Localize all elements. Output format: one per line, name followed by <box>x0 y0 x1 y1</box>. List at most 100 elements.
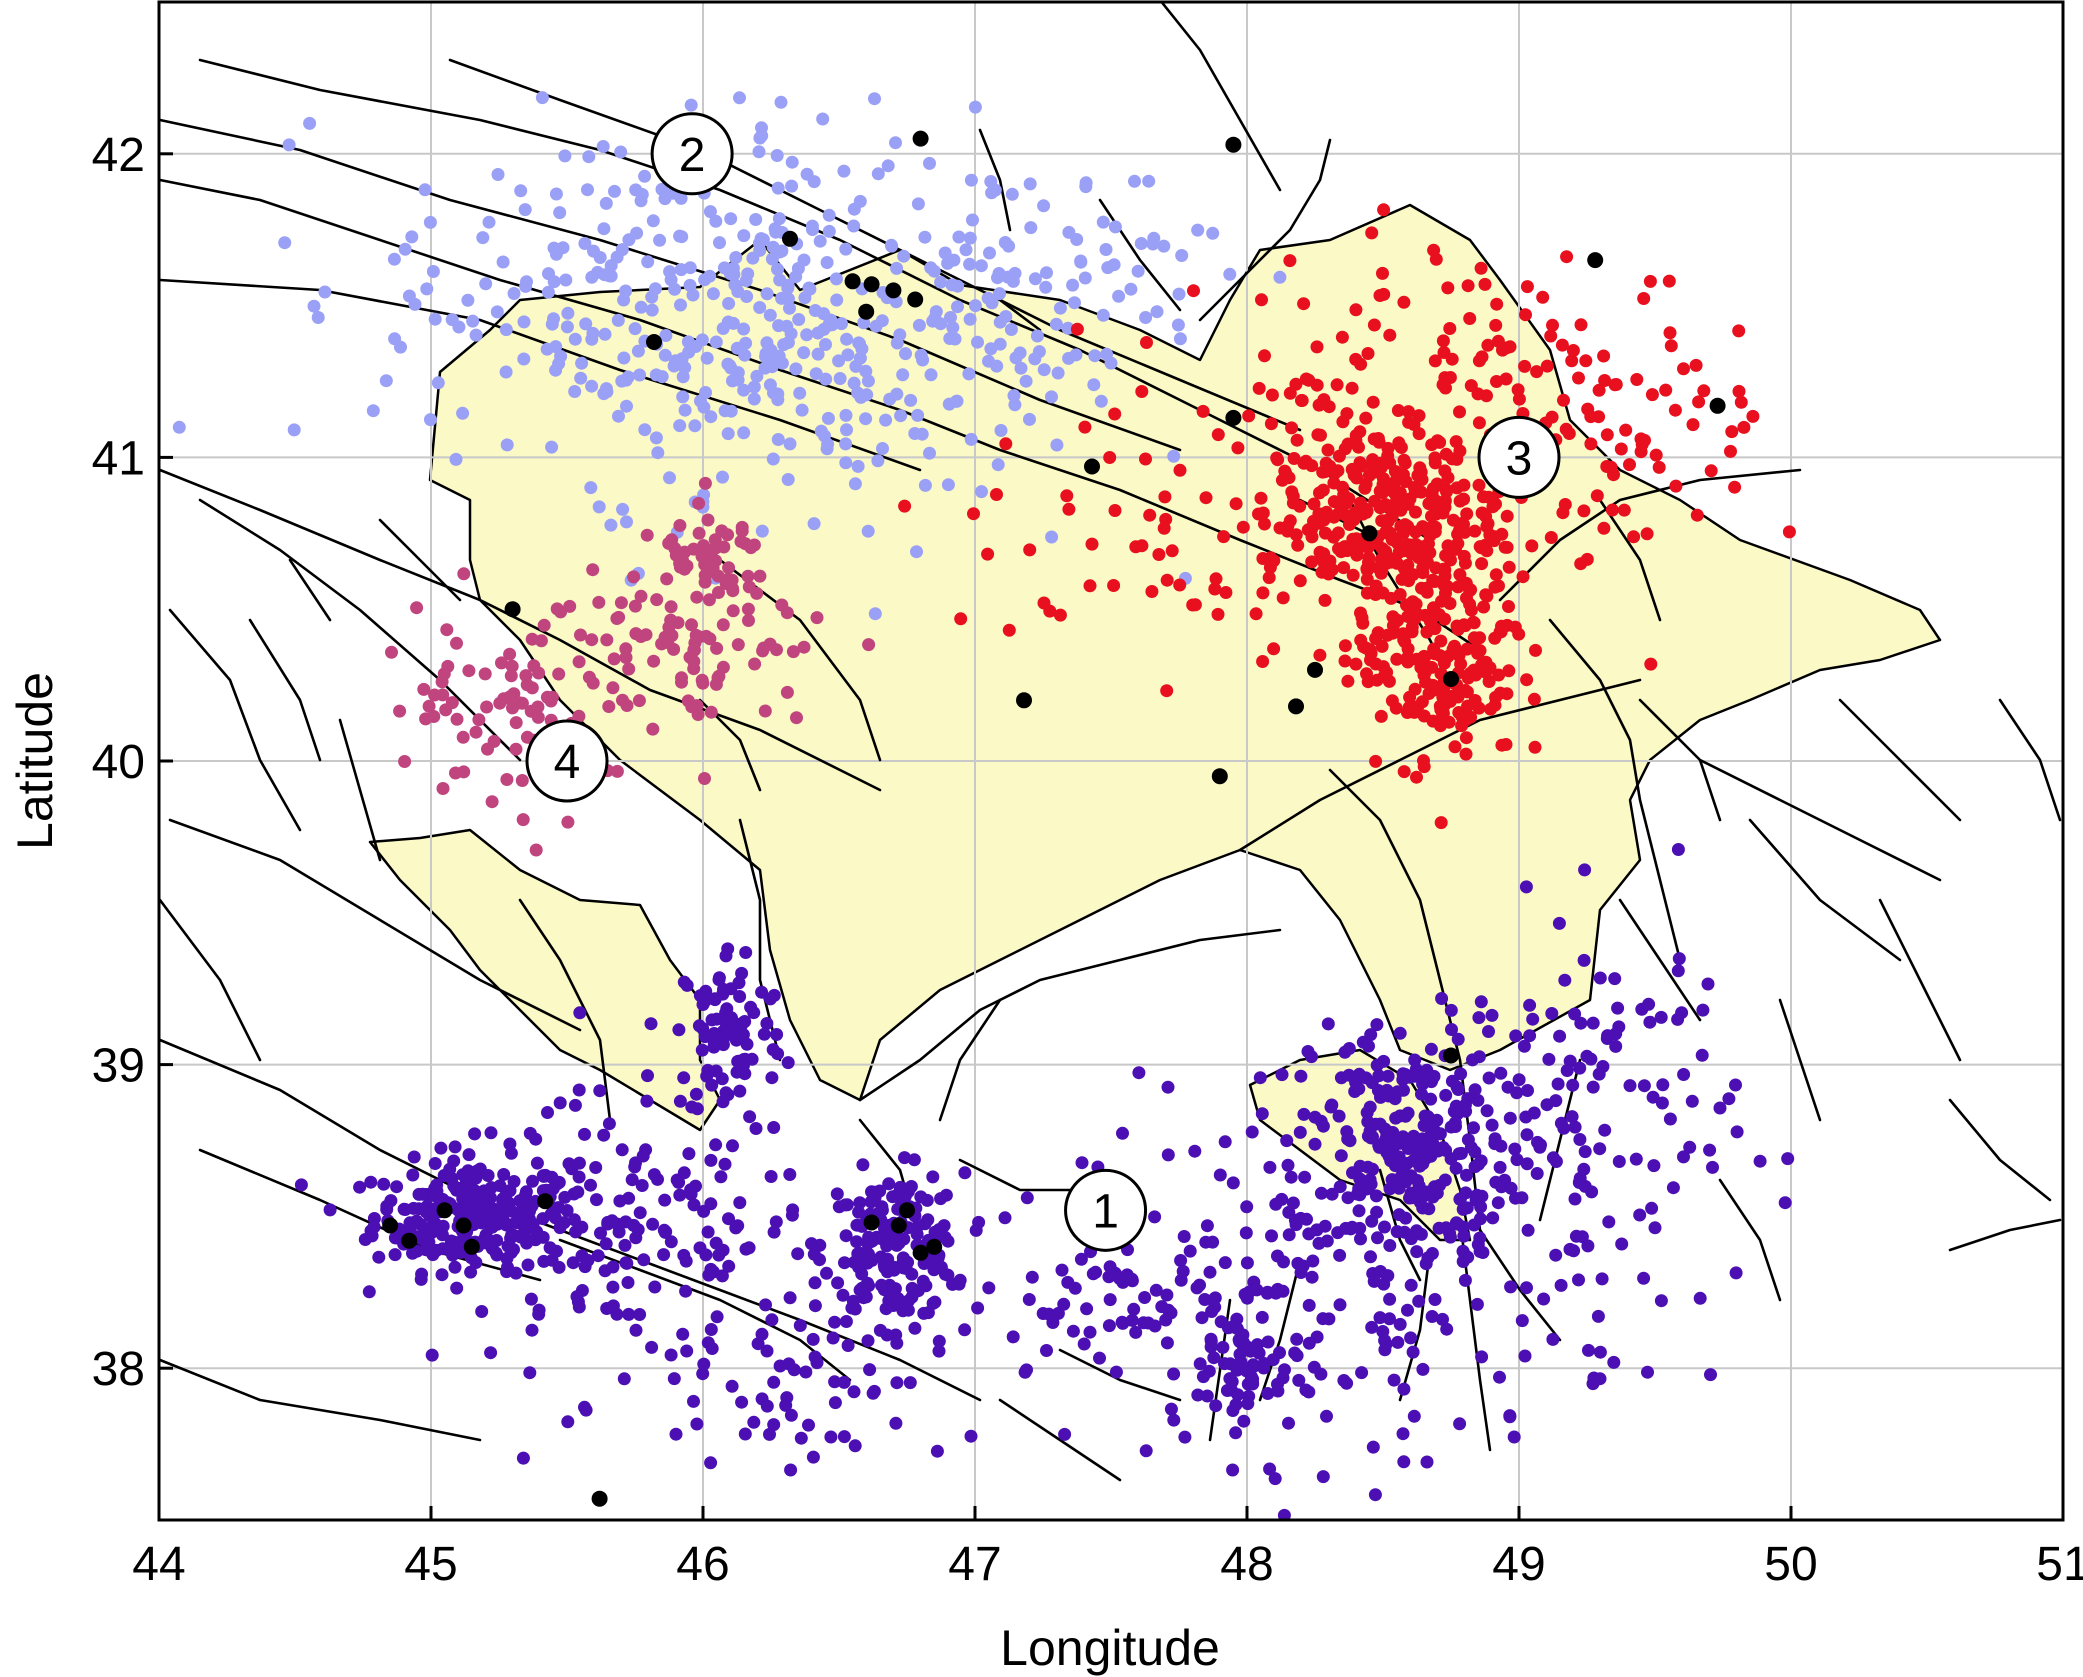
epicenter-zone-3 <box>1540 359 1554 373</box>
epicenter-zone-1 <box>783 1291 797 1305</box>
epicenter-zone-1 <box>791 1247 805 1261</box>
epicenter-zone-1 <box>1549 1094 1563 1108</box>
epicenter-zone-1 <box>1428 1180 1441 1194</box>
epicenter-zone-3 <box>1231 441 1245 455</box>
epicenter-zone-3 <box>1728 480 1742 494</box>
epicenter-zone-3 <box>1384 591 1398 605</box>
epicenter-zone-1 <box>1307 1360 1321 1374</box>
epicenter-zone-2 <box>837 164 851 178</box>
epicenter-zone-1 <box>1109 1365 1123 1379</box>
epicenter-zone-1 <box>781 1056 795 1070</box>
epicenter-zone-1 <box>1116 1126 1129 1140</box>
epicenter-zone-2 <box>819 338 832 351</box>
strong-event-dot <box>1443 1047 1459 1064</box>
strong-event-dot <box>401 1232 418 1249</box>
epicenter-zone-3 <box>1408 682 1422 696</box>
epicenter-zone-2 <box>1068 296 1081 310</box>
epicenter-zone-2 <box>802 281 816 295</box>
epicenter-zone-1 <box>1467 1218 1481 1232</box>
epicenter-zone-1 <box>581 1253 595 1267</box>
epicenter-zone-3 <box>1439 381 1452 395</box>
epicenter-zone-1 <box>1503 1409 1517 1423</box>
epicenter-zone-2 <box>1167 449 1181 463</box>
epicenter-zone-2 <box>999 310 1013 323</box>
epicenter-zone-2 <box>1024 221 1038 235</box>
epicenter-zone-1 <box>841 1339 855 1352</box>
x-tick-label: 48 <box>1220 1538 1273 1591</box>
epicenter-zone-1 <box>1435 992 1449 1005</box>
epicenter-zone-1 <box>481 1169 495 1182</box>
epicenter-zone-1 <box>1341 1191 1355 1205</box>
epicenter-zone-2 <box>549 247 563 261</box>
epicenter-zone-3 <box>1429 252 1443 266</box>
epicenter-zone-1 <box>448 1260 462 1274</box>
epicenter-zone-3 <box>1471 646 1485 660</box>
epicenter-zone-1 <box>1261 1387 1275 1400</box>
epicenter-zone-2 <box>645 290 659 304</box>
epicenter-zone-3 <box>1418 608 1432 622</box>
epicenter-zone-2 <box>795 403 809 417</box>
epicenter-zone-1 <box>1289 1218 1303 1232</box>
epicenter-zone-3 <box>1398 456 1412 470</box>
epicenter-zone-3 <box>1370 537 1384 551</box>
epicenter-zone-3 <box>1397 765 1411 779</box>
epicenter-zone-1 <box>526 1174 539 1188</box>
epicenter-zone-1 <box>908 1321 922 1335</box>
epicenter-zone-1 <box>1191 1388 1205 1402</box>
epicenter-zone-3 <box>1307 497 1321 511</box>
epicenter-zone-1 <box>645 1340 659 1354</box>
epicenter-zone-1 <box>719 1086 733 1100</box>
epicenter-zone-1 <box>765 1313 779 1327</box>
epicenter-zone-4 <box>698 772 711 785</box>
epicenter-zone-3 <box>1466 615 1480 629</box>
epicenter-zone-1 <box>1316 1119 1330 1133</box>
epicenter-zone-3 <box>1350 545 1364 559</box>
epicenter-zone-1 <box>589 1161 603 1174</box>
epicenter-zone-4 <box>485 795 499 809</box>
epicenter-zone-3 <box>1373 289 1387 302</box>
epicenter-zone-3 <box>1472 478 1486 492</box>
epicenter-zone-1 <box>1677 1150 1690 1164</box>
epicenter-zone-4 <box>540 690 554 704</box>
epicenter-zone-3 <box>1330 378 1344 392</box>
epicenter-zone-4 <box>497 692 511 706</box>
epicenter-zone-3 <box>1353 425 1367 439</box>
epicenter-zone-2 <box>282 138 296 152</box>
epicenter-zone-3 <box>1597 521 1611 535</box>
epicenter-zone-2 <box>959 243 973 257</box>
epicenter-zone-4 <box>692 496 706 510</box>
epicenter-zone-3 <box>1478 277 1492 291</box>
epicenter-zone-1 <box>1368 1488 1382 1502</box>
epicenter-zone-2 <box>420 282 434 296</box>
epicenter-zone-1 <box>1302 1336 1316 1350</box>
strong-event-dot <box>899 1202 915 1219</box>
epicenter-zone-2 <box>682 345 696 359</box>
epicenter-zone-1 <box>1261 1285 1274 1299</box>
epicenter-zone-1 <box>1595 1272 1609 1286</box>
epicenter-zone-1 <box>1431 1144 1445 1158</box>
epicenter-zone-4 <box>673 519 687 532</box>
epicenter-zone-1 <box>1364 1250 1377 1264</box>
epicenter-zone-3 <box>1598 374 1612 387</box>
epicenter-zone-3 <box>1365 226 1379 240</box>
epicenter-zone-3 <box>1428 354 1442 368</box>
epicenter-zone-1 <box>501 1260 514 1274</box>
epicenter-zone-3 <box>1530 365 1544 379</box>
epicenter-zone-2 <box>684 98 698 112</box>
epicenter-zone-1 <box>982 1281 996 1295</box>
epicenter-zone-3 <box>1439 447 1453 461</box>
epicenter-zone-4 <box>647 654 661 668</box>
epicenter-zone-1 <box>932 1334 946 1348</box>
epicenter-zone-1 <box>1574 1016 1588 1030</box>
epicenter-zone-1 <box>905 1290 919 1304</box>
epicenter-zone-1 <box>1654 1294 1668 1308</box>
epicenter-zone-1 <box>377 1177 391 1191</box>
epicenter-zone-3 <box>1545 410 1559 424</box>
epicenter-zone-3 <box>981 547 995 561</box>
epicenter-zone-2 <box>991 458 1005 472</box>
epicenter-zone-4 <box>726 604 740 618</box>
epicenter-zone-2 <box>822 208 836 222</box>
epicenter-zone-2 <box>860 388 874 402</box>
epicenter-zone-3 <box>1422 497 1436 511</box>
epicenter-zone-1 <box>1482 1071 1496 1085</box>
